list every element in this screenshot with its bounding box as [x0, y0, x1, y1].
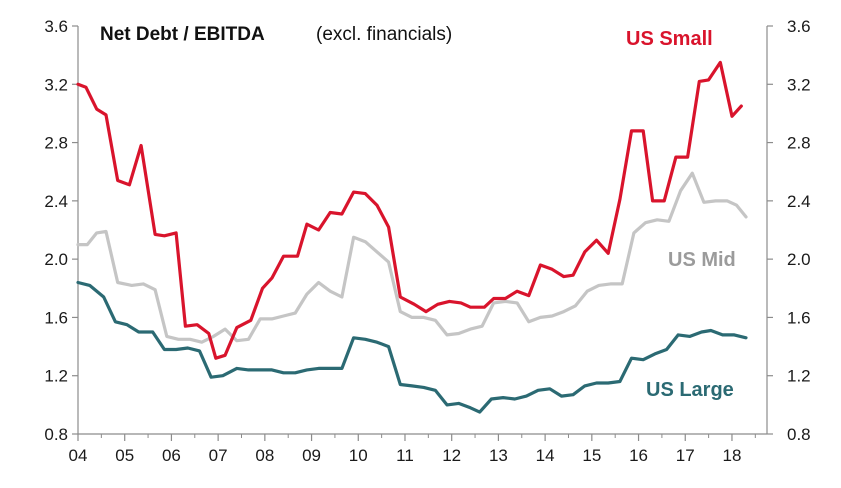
y-tick-label-right: 3.2 — [787, 75, 811, 94]
y-tick-label-right: 2.4 — [787, 192, 811, 211]
axes: 0.8 1.2 1.6 2.0 2.4 2.8 3.2 3.6 0.8 1.2 1.6 2.0 2.4 2… — [44, 17, 810, 465]
y-tick-label-left: 1.2 — [44, 367, 68, 386]
y-tick-label-right: 3.6 — [787, 17, 811, 36]
x-tick-label: 13 — [489, 446, 508, 465]
y-tick-label-right: 1.2 — [787, 367, 811, 386]
series-line-us-small — [76, 60, 743, 360]
y-tick-label-left: 2.4 — [44, 192, 68, 211]
x-tick-label: 09 — [302, 446, 321, 465]
y-tick-label-left: 1.6 — [44, 308, 68, 327]
y-tick-label-right: 1.6 — [787, 308, 811, 327]
y-tick-label-right: 2.8 — [787, 134, 811, 153]
y-tick-label-left: 0.8 — [44, 425, 68, 444]
series-label-us-mid: US Mid — [668, 249, 736, 271]
x-tick-label: 05 — [115, 446, 134, 465]
chart-subtitle: (excl. financials) — [316, 24, 452, 45]
series-lines — [76, 60, 748, 414]
y-tick-label-left: 2.8 — [44, 134, 68, 153]
x-tick-label: 16 — [629, 446, 648, 465]
x-tick-label: 10 — [349, 446, 368, 465]
x-tick-label: 06 — [162, 446, 181, 465]
y-tick-label-right: 0.8 — [787, 425, 811, 444]
x-tick-label: 12 — [442, 446, 461, 465]
series-line-us-large — [76, 280, 748, 414]
x-tick-label: 15 — [582, 446, 601, 465]
x-tick-label: 04 — [69, 446, 88, 465]
y-tick-label-left: 2.0 — [44, 250, 68, 269]
y-tick-label-right: 2.0 — [787, 250, 811, 269]
x-tick-label: 08 — [255, 446, 274, 465]
series-label-us-small: US Small — [626, 28, 713, 50]
x-tick-label: 14 — [536, 446, 555, 465]
x-tick-label: 11 — [396, 446, 414, 465]
labels: Net Debt / EBITDA (excl. financials) US … — [100, 24, 736, 401]
x-tick-label: 18 — [723, 446, 742, 465]
chart-title: Net Debt / EBITDA — [100, 24, 265, 45]
y-tick-label-left: 3.6 — [44, 17, 68, 36]
series-line-us-mid — [76, 171, 748, 344]
y-tick-label-left: 3.2 — [44, 75, 68, 94]
series-label-us-large: US Large — [646, 379, 734, 401]
x-tick-label: 17 — [676, 446, 695, 465]
x-tick-label: 07 — [209, 446, 228, 465]
